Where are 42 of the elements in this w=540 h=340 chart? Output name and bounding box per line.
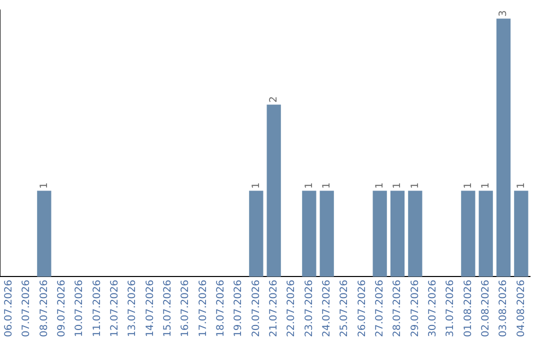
x-tick-label: 25.07.2026 <box>339 280 350 338</box>
x-tick-label: 01.08.2026 <box>462 280 474 338</box>
data-label: 2 <box>268 96 280 103</box>
data-label: 1 <box>250 182 262 189</box>
x-tick-label: 31.07.2026 <box>445 280 456 338</box>
x-tick-label: 18.07.2026 <box>215 280 226 338</box>
x-tick-label: 04.08.2026 <box>516 280 527 338</box>
data-label: 1 <box>304 182 315 189</box>
x-tick-label: 22.07.2026 <box>286 280 298 338</box>
x-tick-label: 21.07.2026 <box>268 280 280 338</box>
x-tick-label: 02.08.2026 <box>480 280 492 338</box>
data-label: 1 <box>321 182 332 189</box>
x-tick-label: 09.07.2026 <box>56 280 68 338</box>
x-tick-label: 23.07.2026 <box>304 280 315 338</box>
x-tick-label: 27.07.2026 <box>374 280 386 338</box>
x-tick-label: 26.07.2026 <box>356 280 368 338</box>
x-tick-label: 07.07.2026 <box>21 280 32 338</box>
x-tick-label: 14.07.2026 <box>144 280 156 338</box>
x-tick-label: 29.07.2026 <box>410 280 421 338</box>
data-label: 1 <box>410 182 421 189</box>
data-label: 1 <box>38 182 50 189</box>
x-tick-label: 17.07.2026 <box>198 280 209 338</box>
x-tick-label: 16.07.2026 <box>180 280 192 338</box>
x-tick-label: 06.07.2026 <box>3 280 14 338</box>
x-tick-label: 28.07.2026 <box>392 280 404 338</box>
x-tick-label: 20.07.2026 <box>250 280 262 338</box>
data-label: 1 <box>480 182 492 189</box>
x-tick-label: 12.07.2026 <box>109 280 120 338</box>
x-tick-label: 13.07.2026 <box>127 280 138 338</box>
data-label: 1 <box>392 182 404 189</box>
x-tick-label: 03.08.2026 <box>498 280 510 338</box>
data-label: 3 <box>498 10 510 17</box>
x-tick-label: 15.07.2026 <box>162 280 174 338</box>
x-tick-label: 30.07.2026 <box>427 280 438 338</box>
x-tick-label: 08.07.2026 <box>38 280 50 338</box>
x-tick-label: 11.07.2026 <box>92 280 103 338</box>
x-tick-label: 10.07.2026 <box>74 280 86 338</box>
x-tick-label: 24.07.2026 <box>321 280 332 338</box>
data-label: 1 <box>462 182 474 189</box>
data-label: 1 <box>516 182 527 189</box>
x-tick-label: 19.07.2026 <box>233 280 244 338</box>
data-label: 1 <box>374 182 386 189</box>
